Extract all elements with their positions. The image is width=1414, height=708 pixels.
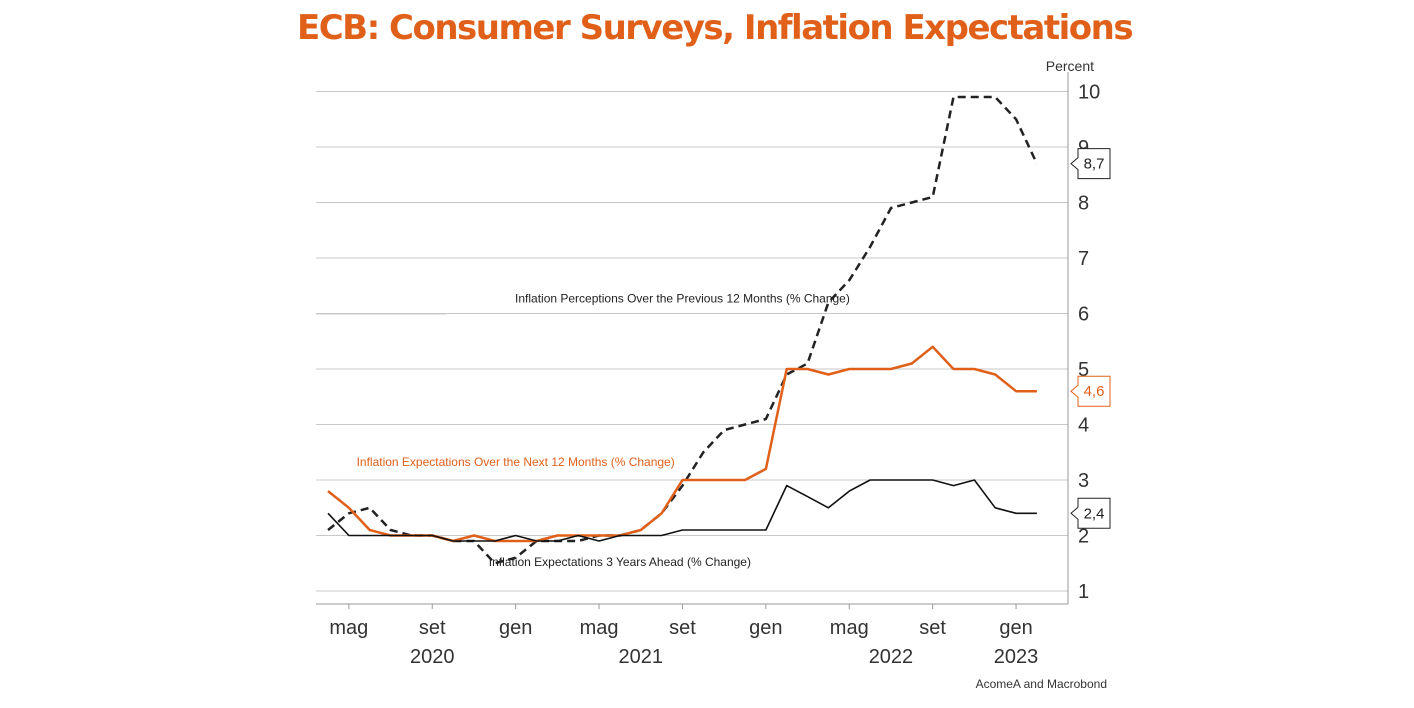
end-label-1: 4,6 (1084, 383, 1105, 400)
end-value-labels: 8,7 4,6 2,4 (1070, 148, 1111, 529)
y-tick-label-5: 5 (1078, 359, 1089, 381)
end-label-2: 2,4 (1084, 505, 1105, 522)
x-tick-label-set: set (419, 617, 446, 639)
x-tick-label-mag: mag (580, 617, 619, 639)
x-tick-label-set: set (919, 617, 946, 639)
y-tick-label-2: 2 (1078, 526, 1089, 548)
source-note: AcomeA and Macrobond (976, 677, 1107, 691)
year-label-2023: 2023 (994, 646, 1039, 668)
y-tick-label-7: 7 (1078, 248, 1089, 270)
y-tick-label-9: 9 (1078, 137, 1089, 159)
y-tick-label-10: 10 (1078, 82, 1100, 104)
year-label-2020: 2020 (410, 646, 455, 668)
x-tick-label-gen: gen (749, 617, 782, 639)
x-tick-label-mag: mag (329, 617, 368, 639)
series-label-1: Inflation Expectations Over the Next 12 … (357, 455, 675, 469)
y-tick-label-8: 8 (1078, 193, 1089, 215)
y-axis-label: Percent (1046, 58, 1094, 74)
x-tick-label-gen: gen (999, 617, 1032, 639)
end-label-box-2 (1070, 497, 1111, 529)
series-line-2 (327, 479, 1037, 542)
x-tick-label-mag: mag (830, 617, 869, 639)
end-label-box-0 (1070, 148, 1111, 180)
series-label-2: Inflation Expectations 3 Years Ahead (% … (489, 555, 751, 569)
x-tick-label-set: set (669, 617, 696, 639)
x-tick-label-gen: gen (499, 617, 532, 639)
series-label-0: Inflation Perceptions Over the Previous … (515, 291, 850, 305)
year-label-2021: 2021 (619, 646, 664, 668)
year-label-2022: 2022 (869, 646, 914, 668)
series-lines (327, 95, 1039, 565)
y-tick-label-6: 6 (1078, 304, 1089, 326)
y-tick-label-3: 3 (1078, 470, 1089, 492)
series-labels: Inflation Perceptions Over the Previous … (316, 291, 850, 569)
chart-title: ECB: Consumer Surveys, Inflation Expecta… (297, 8, 1134, 48)
y-tick-label-4: 4 (1078, 415, 1089, 437)
y-tick-label-1: 1 (1078, 581, 1089, 603)
series-line-0 (327, 95, 1039, 565)
end-label-box-1 (1070, 375, 1111, 407)
axes: 1 2 3 4 5 6 7 8 9 10 mag set gen mag set gen mag set gen 20… (316, 72, 1100, 668)
series-line-1 (327, 345, 1037, 543)
end-label-0: 8,7 (1084, 156, 1105, 173)
gridlines (316, 91, 1068, 592)
